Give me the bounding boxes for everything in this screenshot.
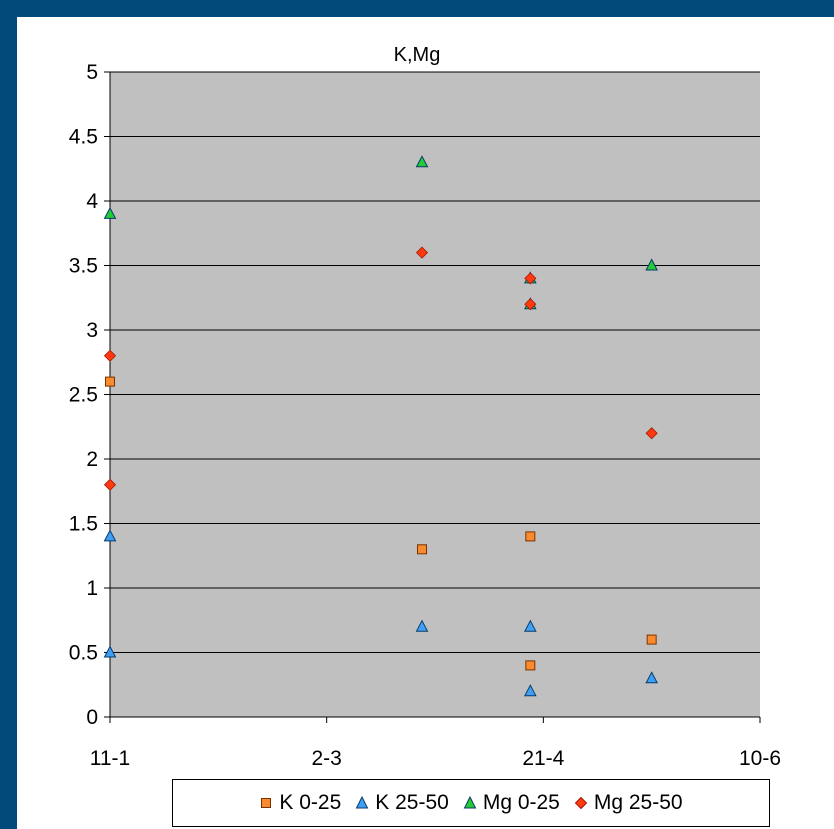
- point-mg-0-25: [415, 155, 429, 168]
- y-tick-label: 1.5: [69, 513, 98, 536]
- legend-item: K 25-50: [355, 791, 449, 815]
- point-k-25-50: [103, 529, 117, 542]
- point-k-0-25: [417, 544, 427, 555]
- y-tick-label: 2: [86, 448, 98, 471]
- chart-title: K,Mg: [393, 44, 441, 66]
- x-tick-label: 2-3: [311, 747, 341, 770]
- y-tick-label: 4.5: [69, 126, 98, 149]
- legend-label: K 0-25: [279, 791, 342, 814]
- legend-item: Mg 0-25: [463, 791, 560, 815]
- point-k-0-25: [646, 634, 657, 645]
- y-tick-label: 5: [86, 61, 98, 84]
- square-marker-icon: [261, 798, 272, 808]
- x-tick-label: 21-4: [522, 747, 564, 770]
- point-k-25-50: [524, 684, 537, 697]
- point-k-25-50: [415, 619, 429, 632]
- point-k-0-25: [105, 376, 115, 387]
- y-tick-label: 3: [86, 319, 98, 342]
- point-mg-25-50: [103, 478, 117, 491]
- legend-item: Mg 25-50: [574, 791, 683, 815]
- point-k-25-50: [103, 645, 117, 658]
- y-tick-label: 4: [86, 190, 98, 213]
- legend-label: Mg 25-50: [593, 791, 683, 814]
- point-mg-0-25: [103, 206, 117, 219]
- point-k-25-50: [524, 619, 537, 632]
- diamond-marker-icon: [574, 796, 588, 810]
- triangle-marker-icon: [355, 796, 369, 809]
- point-mg-25-50: [415, 246, 429, 259]
- legend-label: K 25-50: [375, 791, 449, 814]
- legend-item: K 0-25: [259, 791, 341, 815]
- point-mg-0-25: [645, 258, 658, 271]
- y-tick-label: 3.5: [69, 255, 98, 278]
- y-tick-label: 1: [86, 577, 98, 600]
- point-mg-25-50: [103, 349, 117, 362]
- point-k-25-50: [645, 671, 658, 684]
- legend: K 0-25 K 25-50 Mg 0-25 Mg 25-50: [172, 779, 770, 827]
- point-mg-25-50: [524, 272, 537, 285]
- y-tick-label: 0.5: [69, 642, 98, 665]
- y-tick-label: 0: [86, 706, 98, 729]
- point-k-0-25: [525, 660, 536, 671]
- point-mg-25-50: [645, 427, 658, 440]
- legend-label: Mg 0-25: [482, 791, 560, 814]
- x-tick-label: 10-6: [739, 747, 781, 770]
- point-k-0-25: [525, 531, 536, 542]
- point-mg-25-50: [524, 298, 537, 311]
- triangle-marker-icon: [463, 796, 477, 809]
- x-tick-label: 11-1: [90, 747, 130, 770]
- y-tick-label: 2.5: [69, 384, 98, 407]
